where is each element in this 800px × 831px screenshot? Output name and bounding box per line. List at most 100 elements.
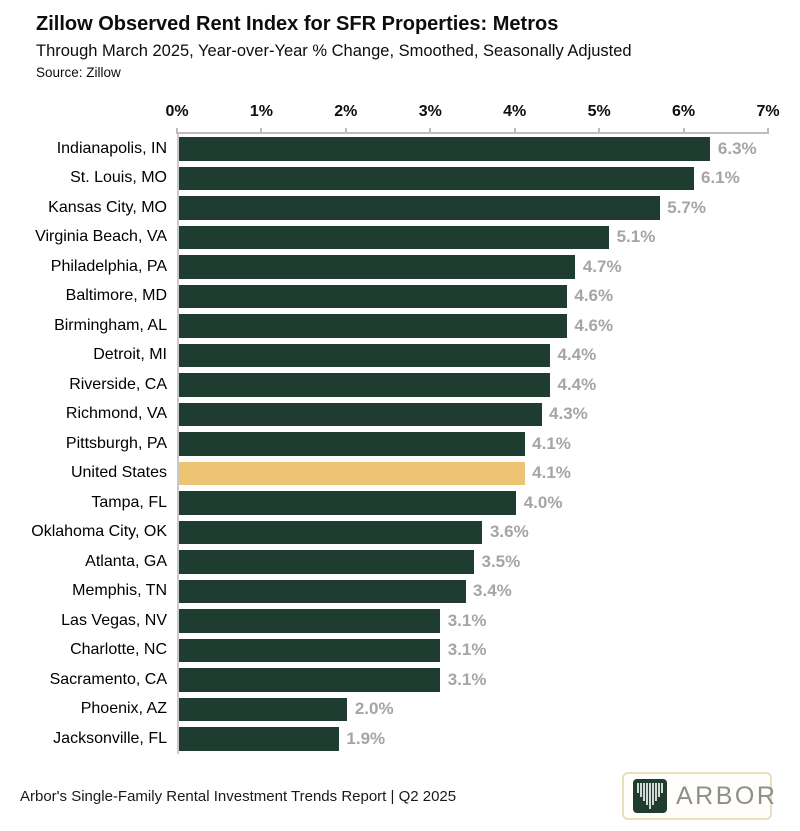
bar-track: 4.4% xyxy=(177,373,768,397)
arbor-wordmark: ARBOR xyxy=(676,781,778,810)
bar-track: 4.6% xyxy=(177,284,768,308)
category-label: Richmond, VA xyxy=(65,405,167,423)
value-label: 4.0% xyxy=(523,492,563,512)
bar xyxy=(178,196,660,220)
category-label: Kansas City, MO xyxy=(48,198,167,216)
value-label: 4.4% xyxy=(557,374,597,394)
value-label: 3.4% xyxy=(473,581,512,601)
category-label: Atlanta, GA xyxy=(85,552,167,570)
category-label: Jacksonville, FL xyxy=(53,729,167,747)
bar-track: 6.3% xyxy=(177,137,768,161)
chart-row: Phoenix, AZ 2.0% xyxy=(0,695,800,725)
chart-row: Sacramento, CA 3.1% xyxy=(0,665,800,695)
footer: Arbor's Single-Family Rental Investment … xyxy=(20,772,775,820)
y-axis-line xyxy=(177,134,179,754)
bar-track: 5.1% xyxy=(177,225,768,249)
category-label: Las Vegas, NV xyxy=(61,611,167,629)
bar xyxy=(178,727,339,751)
bar-track: 3.6% xyxy=(177,520,768,544)
axis-tick-label: 3% xyxy=(418,103,442,120)
chart-row: Philadelphia, PA 4.7% xyxy=(0,252,800,282)
category-label: Phoenix, AZ xyxy=(80,700,167,718)
value-label: 3.6% xyxy=(489,522,529,542)
arbor-tree-icon xyxy=(633,779,667,813)
category-label: Charlotte, NC xyxy=(70,641,167,659)
bar-track: 1.9% xyxy=(177,727,768,751)
chart-row: Richmond, VA 4.3% xyxy=(0,400,800,430)
category-label: St. Louis, MO xyxy=(70,169,167,187)
axis-tick xyxy=(598,128,601,134)
category-label: Baltimore, MD xyxy=(65,287,167,305)
axis-tick-label: 6% xyxy=(672,103,696,120)
axis-tick-label: 5% xyxy=(587,103,611,120)
bar xyxy=(178,373,550,397)
axis-tick xyxy=(176,128,178,134)
x-axis-line xyxy=(177,132,768,134)
bar xyxy=(178,697,348,721)
bar xyxy=(178,550,474,574)
category-label: Virginia Beach, VA xyxy=(35,228,167,246)
bar xyxy=(178,314,567,338)
source-note: Source: Zillow xyxy=(36,65,121,80)
bar-track: 3.4% xyxy=(177,579,768,603)
bar xyxy=(178,166,694,190)
bar-track: 4.3% xyxy=(177,402,768,426)
bar-track: 5.7% xyxy=(177,196,768,220)
value-label: 5.7% xyxy=(667,197,706,217)
chart-row: Detroit, MI 4.4% xyxy=(0,341,800,371)
value-label: 2.0% xyxy=(354,699,394,719)
chart-row: Atlanta, GA 3.5% xyxy=(0,547,800,577)
chart-row: Pittsburgh, PA 4.1% xyxy=(0,429,800,459)
category-label: Indianapolis, IN xyxy=(56,139,167,157)
axis-tick-label: 2% xyxy=(334,103,358,120)
category-label: Sacramento, CA xyxy=(49,670,167,688)
value-label: 5.1% xyxy=(616,227,656,247)
bar xyxy=(178,579,466,603)
bar-track: 2.0% xyxy=(177,697,768,721)
bar-track: 6.1% xyxy=(177,166,768,190)
chart-row: Virginia Beach, VA 5.1% xyxy=(0,223,800,253)
chart-row: United States 4.1% xyxy=(0,459,800,489)
report-label: Arbor's Single-Family Rental Investment … xyxy=(20,787,457,805)
bar xyxy=(178,284,567,308)
axis-tick-label: 4% xyxy=(503,103,527,120)
value-label: 4.4% xyxy=(557,345,597,365)
bar xyxy=(178,668,441,692)
category-label: Riverside, CA xyxy=(69,375,167,393)
chart-row: Indianapolis, IN 6.3% xyxy=(0,134,800,164)
axis-tick-label: 7% xyxy=(756,103,780,120)
bar xyxy=(178,491,517,515)
axis-tick xyxy=(260,128,263,134)
value-label: 3.1% xyxy=(447,669,487,689)
value-label: 3.5% xyxy=(481,551,521,571)
category-label: Detroit, MI xyxy=(93,346,167,364)
bar-track: 4.4% xyxy=(177,343,768,367)
chart-header: Zillow Observed Rent Index for SFR Prope… xyxy=(0,0,800,81)
arbor-logo: ARBOR xyxy=(622,772,775,820)
chart-row: Memphis, TN 3.4% xyxy=(0,577,800,607)
axis-tick xyxy=(682,128,685,134)
bar xyxy=(178,638,441,662)
value-label: 4.1% xyxy=(532,463,571,483)
x-axis: 0% 1% 2% 3% 4% 5% 6% 7% xyxy=(165,100,780,134)
bar-track: 4.7% xyxy=(177,255,768,279)
value-label: 1.9% xyxy=(346,728,386,748)
value-label: 6.1% xyxy=(701,168,740,188)
bar xyxy=(178,255,576,279)
value-label: 4.6% xyxy=(574,286,614,306)
value-label: 4.7% xyxy=(582,256,622,276)
bar xyxy=(178,137,711,161)
chart-row: Baltimore, MD 4.6% xyxy=(0,282,800,312)
category-label: Philadelphia, PA xyxy=(50,257,167,275)
chart-row: Las Vegas, NV 3.1% xyxy=(0,606,800,636)
chart-row: Birmingham, AL 4.6% xyxy=(0,311,800,341)
category-label: United States xyxy=(70,464,167,482)
bar-track: 4.1% xyxy=(177,461,768,485)
chart-row: Kansas City, MO 5.7% xyxy=(0,193,800,223)
chart-row: Tampa, FL 4.0% xyxy=(0,488,800,518)
value-label: 6.3% xyxy=(717,138,757,158)
bar-track: 4.0% xyxy=(177,491,768,515)
axis-tick-label: 0% xyxy=(165,103,189,120)
bar-track: 4.6% xyxy=(177,314,768,338)
